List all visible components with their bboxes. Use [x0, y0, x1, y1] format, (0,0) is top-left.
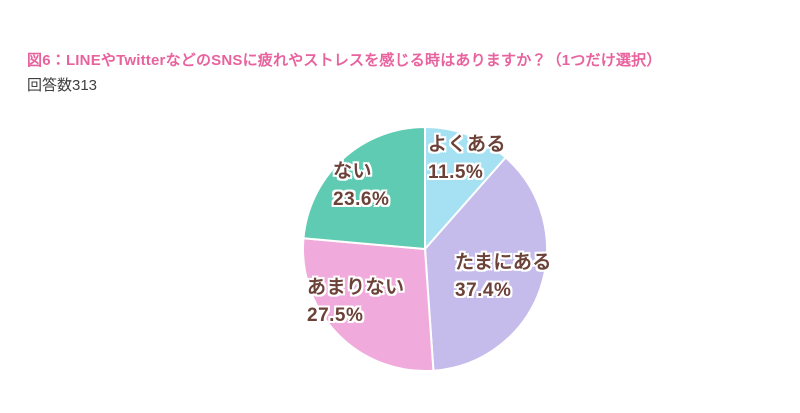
pie-chart [302, 126, 548, 372]
slice-label-amarinai-pct: 27.5% [307, 305, 364, 326]
slice-label-nai-text: ない [333, 161, 373, 182]
slice-label-amarinai-text: あまりない [307, 277, 405, 298]
chart-title: 図6：LINEやTwitterなどのSNSに疲れやストレスを感じる時はありますか… [27, 52, 662, 69]
pie-slice-amarinai [302, 237, 435, 372]
slice-label-yokuaru-text: よくある [428, 134, 507, 155]
chart-header: 図6：LINEやTwitterなどのSNSに疲れやストレスを感じる時はありますか… [27, 49, 662, 97]
slice-label-nai-pct: 23.6% [333, 189, 390, 210]
slice-label-tamaniaru-text: たまにある [455, 252, 552, 273]
pie-slice-nai [302, 126, 426, 250]
slice-label-amarinai: あまりない 27.5% [307, 274, 405, 330]
pie-slice-yokuaru [424, 126, 507, 250]
response-count: 回答数313 [27, 77, 98, 94]
slice-label-tamaniaru-pct: 37.4% [455, 280, 512, 301]
slice-label-tamaniaru: たまにある 37.4% [455, 249, 552, 305]
slice-label-nai: ない 23.6% [333, 158, 389, 214]
pie-slice-tamaniaru [424, 156, 548, 372]
slice-label-yokuaru: よくある 11.5% [428, 131, 506, 187]
slice-label-yokuaru-pct: 11.5% [428, 162, 484, 183]
